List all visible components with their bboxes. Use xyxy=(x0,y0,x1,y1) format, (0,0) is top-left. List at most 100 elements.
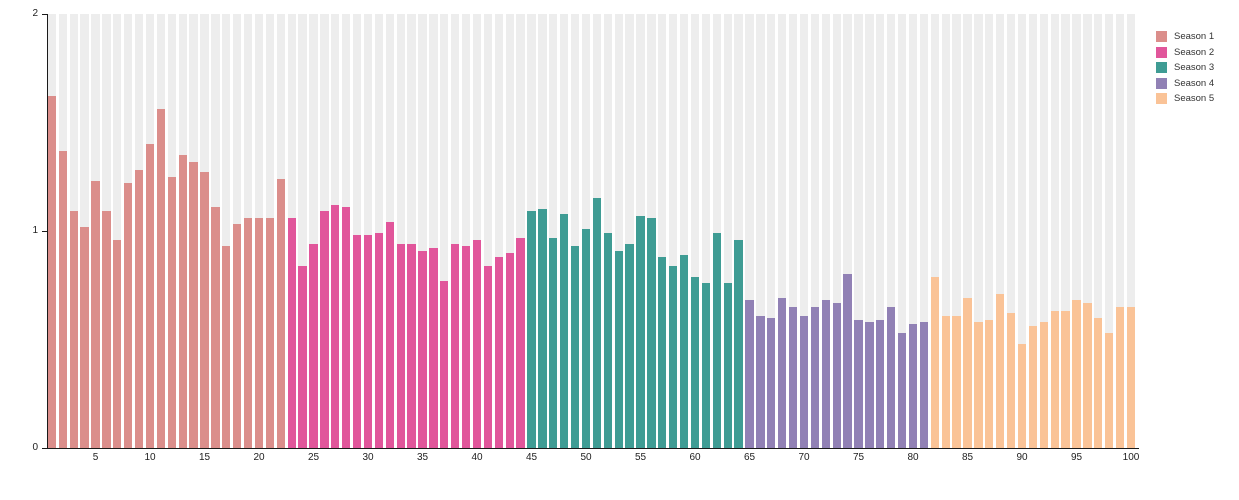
y-axis-line xyxy=(47,14,48,448)
background-stripe xyxy=(788,14,798,448)
bar-episode-57 xyxy=(658,257,667,448)
bar-episode-55 xyxy=(636,215,645,448)
x-tick-label: 25 xyxy=(307,452,320,463)
x-tick-label: 60 xyxy=(689,452,701,463)
x-tick-label: 75 xyxy=(852,452,865,463)
background-stripe xyxy=(734,14,743,448)
legend: Season 1 Season 2 Season 3 Season 4 Season 5 xyxy=(1156,29,1214,107)
bar-episode-1 xyxy=(47,96,57,448)
background-stripe xyxy=(778,14,787,448)
bar-episode-74 xyxy=(843,274,852,448)
background-stripe xyxy=(985,14,994,448)
bar-episode-78 xyxy=(887,306,896,448)
background-stripe xyxy=(1039,14,1048,448)
bar-episode-84 xyxy=(952,315,961,448)
x-tick-label: 85 xyxy=(961,452,974,463)
bar-episode-7 xyxy=(113,239,122,448)
background-stripe xyxy=(309,14,318,448)
bar-episode-40 xyxy=(472,239,482,448)
background-stripe xyxy=(1006,14,1016,448)
background-stripe xyxy=(614,14,623,448)
background-stripe xyxy=(810,14,820,448)
bar-episode-25 xyxy=(309,244,318,448)
bar-episode-32 xyxy=(385,222,394,448)
background-stripe xyxy=(516,14,525,448)
background-stripe xyxy=(876,14,885,448)
background-stripe xyxy=(396,14,405,448)
background-stripe xyxy=(908,14,918,448)
x-tick-label: 80 xyxy=(907,452,919,463)
background-stripe xyxy=(854,14,863,448)
bar-episode-96 xyxy=(1083,302,1092,448)
bar-episode-38 xyxy=(451,244,460,448)
bar-episode-24 xyxy=(298,265,307,448)
bar-episode-43 xyxy=(505,252,514,448)
bar-episode-87 xyxy=(985,319,994,448)
background-stripe xyxy=(669,14,678,448)
bar-episode-82 xyxy=(930,276,939,448)
bar-episode-79 xyxy=(897,332,907,448)
legend-item-season-5: Season 5 xyxy=(1156,91,1214,107)
bar-episode-18 xyxy=(233,224,242,448)
background-stripe xyxy=(1072,14,1081,448)
bar-episode-37 xyxy=(440,280,449,448)
background-stripe xyxy=(723,14,732,448)
y-tick-mark xyxy=(42,448,47,449)
bar-episode-49 xyxy=(570,246,580,448)
bar-episode-39 xyxy=(461,246,471,448)
bar-episode-23 xyxy=(287,217,296,448)
bar-episode-19 xyxy=(243,217,253,448)
background-stripe xyxy=(625,14,634,448)
x-tick-label: 95 xyxy=(1070,452,1083,463)
bar-episode-71 xyxy=(810,306,820,448)
bar-episode-3 xyxy=(69,211,78,448)
background-stripe xyxy=(865,14,874,448)
background-stripe xyxy=(352,14,362,448)
bar-episode-22 xyxy=(276,178,285,448)
y-tick-label: 1 xyxy=(32,225,38,236)
background-stripe xyxy=(843,14,852,448)
legend-item-season-4: Season 4 xyxy=(1156,76,1214,92)
x-tick-label: 45 xyxy=(525,452,538,463)
x-tick-label: 15 xyxy=(198,452,211,463)
background-stripe xyxy=(483,14,493,448)
background-stripe xyxy=(1115,14,1125,448)
legend-label: Season 3 xyxy=(1174,62,1215,74)
background-stripe xyxy=(745,14,754,448)
y-tick-mark xyxy=(42,14,47,15)
legend-label: Season 2 xyxy=(1174,46,1215,58)
bar-episode-86 xyxy=(974,322,983,448)
bar-episode-68 xyxy=(778,298,787,448)
background-stripe xyxy=(570,14,580,448)
background-stripe xyxy=(407,14,416,448)
background-stripe xyxy=(113,14,122,448)
y-tick-label: 0 xyxy=(32,442,38,453)
bar-episode-4 xyxy=(80,226,89,448)
bar-episode-41 xyxy=(483,265,493,448)
bar-episode-51 xyxy=(592,198,602,448)
bar-episode-13 xyxy=(178,155,187,448)
bar-episode-46 xyxy=(538,209,547,448)
background-stripe xyxy=(1028,14,1038,448)
bar-episode-100 xyxy=(1126,306,1136,448)
bar-episode-69 xyxy=(788,306,798,448)
bar-episode-42 xyxy=(494,257,503,448)
bar-episode-91 xyxy=(1028,326,1038,448)
bar-episode-44 xyxy=(516,237,525,448)
legend-swatch xyxy=(1156,46,1167,58)
bar-episode-88 xyxy=(996,293,1005,448)
background-stripe xyxy=(1061,14,1070,448)
background-stripe xyxy=(974,14,983,448)
bar-episode-80 xyxy=(908,324,918,448)
bar-episode-83 xyxy=(941,315,950,448)
bar-episode-29 xyxy=(352,235,362,448)
background-stripe xyxy=(963,14,972,448)
x-tick-label: 65 xyxy=(743,452,756,463)
bar-episode-36 xyxy=(429,248,438,448)
bar-episode-89 xyxy=(1006,313,1016,448)
background-stripe xyxy=(1050,14,1059,448)
bar-episode-50 xyxy=(581,228,591,448)
background-stripe xyxy=(821,14,830,448)
bar-episode-94 xyxy=(1061,311,1070,448)
